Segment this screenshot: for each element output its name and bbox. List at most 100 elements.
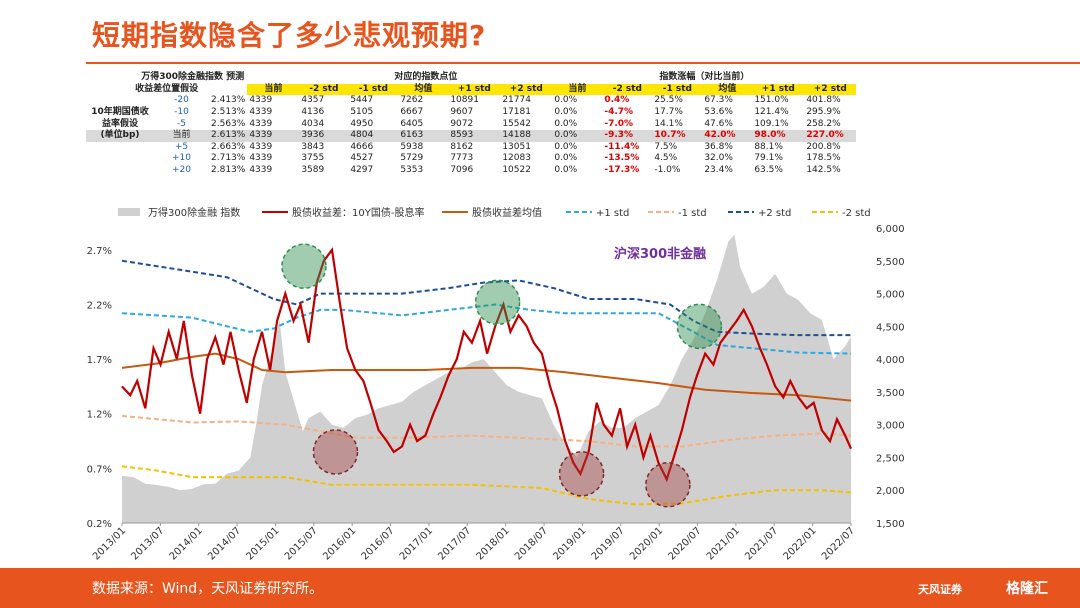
row-bp: -5 [177,118,186,129]
cell-points: 6667 [400,107,424,118]
legend-swatch [118,208,140,216]
x-tick-label: 2014/07 [206,525,243,562]
cell-points: 3589 [301,165,325,176]
x-tick-label: 2017/07 [436,525,473,562]
cell-change: 67.3% [704,95,733,106]
green-highlight-circle [676,303,723,350]
row-bp: 当前 [154,129,209,142]
table-group-points: 对应的指数点位 [394,72,458,83]
cell-points: 4034 [301,118,325,129]
legend-item: 股债收益差均值 [442,206,542,219]
cell-change: 42.0% [702,129,753,142]
cell-change: 227.0% [804,129,857,142]
cell-points: 7773 [450,153,474,164]
cell-points: 4339 [249,153,273,164]
cell-change: 200.8% [806,141,841,152]
table-row: 益率假设 -5 2.563% 4339 4034 4950 6405 9072 15542 0.0… [86,118,856,130]
x-tick-label: 2018/07 [513,525,550,562]
green-highlight-circle [281,243,327,289]
col-header: +2 std [804,83,857,96]
forecast-table: 万得300除金融指数 预测 对应的指数点位 指数涨幅（对比当前） 收益差位置假设… [86,72,857,177]
left-tick-label: 1.7% [87,355,112,366]
cell-change: 36.8% [704,141,733,152]
row-bp: -20 [174,95,189,106]
cell-points: 17181 [502,107,531,118]
cell-points: 4297 [350,165,374,176]
right-tick-label: 2,000 [876,486,905,497]
row-yield: 2.713% [211,153,246,164]
cell-change: 0.0% [554,165,578,176]
cell-points: 4339 [249,107,273,118]
right-tick-label: 5,500 [876,257,905,268]
legend-item: 股债收益差：10Y国债-股息率 [262,206,424,219]
legend-label: 股债收益差均值 [472,206,542,219]
cell-change: -17.3% [604,165,640,176]
x-tick-label: 2020/07 [666,525,703,562]
cell-points: 5938 [400,141,424,152]
cell-points: 15542 [502,118,531,129]
cell-points: 4339 [249,118,273,129]
highlight-circles [281,243,723,508]
red-highlight-circle [645,462,691,508]
cell-change: 178.5% [806,153,841,164]
red-highlight-circle [558,451,605,497]
table-body: -20 2.413% 4339 4357 5447 7262 10891 21774 0.0% 0… [86,95,857,177]
row-yield: 2.813% [211,165,246,176]
cell-points: 3755 [301,153,325,164]
cell-points: 5353 [400,165,424,176]
table-row: 10年期国债收 -10 2.513% 4339 4136 5105 6667 9607 1718… [86,107,856,119]
legend-item: +1 std [566,208,629,219]
left-tick-label: 0.7% [87,464,112,475]
col-header: +1 std [752,83,805,96]
row-side-label [86,165,154,177]
col-header: 均值 [398,83,449,96]
col-header: -1 std [652,83,703,96]
cell-change: 25.5% [654,95,683,106]
cell-change: 10.7% [652,129,703,142]
row-bp: +20 [172,165,191,176]
row-side-label: (单位bp) [86,129,154,142]
cell-change: -11.4% [604,141,640,152]
col-header: -2 std [602,83,653,96]
cell-points: 3843 [301,141,325,152]
row-yield: 2.413% [211,95,246,106]
cell-change: 151.0% [754,95,789,106]
cell-change: 23.4% [704,165,733,176]
footer-bar: 数据来源：Wind，天风证券研究所。 天风证券 格隆汇 [0,568,1080,608]
col-header: -1 std [348,83,399,96]
cell-points: 4527 [350,153,374,164]
legend-label: +1 std [596,208,629,219]
cell-points: 14188 [500,129,553,142]
mean-line [121,352,852,402]
cell-points: 4339 [249,95,273,106]
row-bp: +5 [174,141,189,152]
table-row: +20 2.813% 4339 3589 4297 5353 7096 10522 0.0% -1… [86,165,856,177]
row-bp: +10 [172,153,191,164]
index-area-shape [122,234,851,523]
legend-item: 万得300除金融 指数 [118,206,240,219]
cell-change: 47.6% [704,118,733,129]
green-highlight-circle [474,279,521,326]
cell-points: 7096 [450,165,474,176]
table-row: -20 2.413% 4339 4357 5447 7262 10891 21774 0.0% 0… [86,95,856,107]
minus2std-line [121,465,852,506]
cell-change: 53.6% [704,107,733,118]
cell-points: 4339 [249,141,273,152]
cell-change: 14.1% [654,118,683,129]
spread-chart: 0.2% 0.7% 1.2% 1.7% 2.2% 2.7% 1,500 2,000 2,500 3… [87,206,905,562]
cell-points: 4950 [350,118,374,129]
legend-label: 股债收益差：10Y国债-股息率 [292,206,424,219]
cell-change: -1.0% [654,165,681,176]
table-group-change: 指数涨幅（对比当前） [659,72,750,83]
brand-tianfeng: 天风证券 [918,583,962,596]
x-tick-label: 2015/07 [283,525,320,562]
cell-change: 295.9% [806,107,841,118]
cell-change: -9.3% [602,129,653,142]
cell-change: 79.1% [754,153,783,164]
x-tick-label: 2014/01 [168,525,205,562]
cell-points: 6163 [398,129,449,142]
cell-change: 401.8% [806,95,841,106]
table-row: (单位bp) 当前 2.613% 4339 3936 4804 6163 8593 14188 0… [86,129,857,142]
cell-change: 0.0% [554,107,578,118]
row-yield: 2.563% [211,118,246,129]
